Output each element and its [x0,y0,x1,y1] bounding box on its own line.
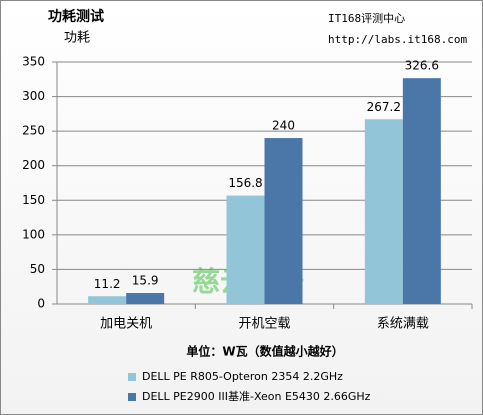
y-tick-label: 350 [22,55,45,69]
bar [264,138,303,304]
annotation: http://labs.it168.com [328,33,467,46]
y-tick-label: 0 [37,297,45,311]
legend-swatch [128,393,136,401]
data-label: 326.6 [405,59,439,73]
bar [88,296,127,304]
legend-label: DELL PE R805-Opteron 2354 2.2GHz [142,370,343,383]
y-tick-label: 250 [22,124,45,138]
data-label: 15.9 [132,274,159,288]
data-label: 267.2 [367,100,401,114]
y-tick-label: 100 [22,227,45,241]
annotation: IT168评测中心 [328,12,405,25]
y-tick-label: 300 [22,89,45,103]
x-tick-label: 加电关机 [100,317,152,332]
x-tick-label: 开机空载 [238,317,290,332]
chart-title: 功耗测试 [48,8,104,25]
chart-subtitle: 功耗 [64,31,90,46]
data-label: 240 [272,119,295,133]
bar [126,293,165,304]
y-tick-label: 150 [22,193,45,207]
bar [226,195,265,304]
x-axis-label: 单位：W瓦（数值越小越好） [186,344,343,359]
x-tick-label: 系统满载 [377,317,429,332]
legend-label: DELL PE2900 III基准-Xeon E5430 2.66GHz [142,390,371,403]
data-label: 156.8 [228,176,262,190]
y-tick-label: 200 [22,158,45,172]
y-tick-label: 50 [30,262,45,276]
data-label: 11.2 [94,277,121,291]
bar [402,78,441,304]
bar [364,119,403,305]
legend-swatch [128,373,136,381]
